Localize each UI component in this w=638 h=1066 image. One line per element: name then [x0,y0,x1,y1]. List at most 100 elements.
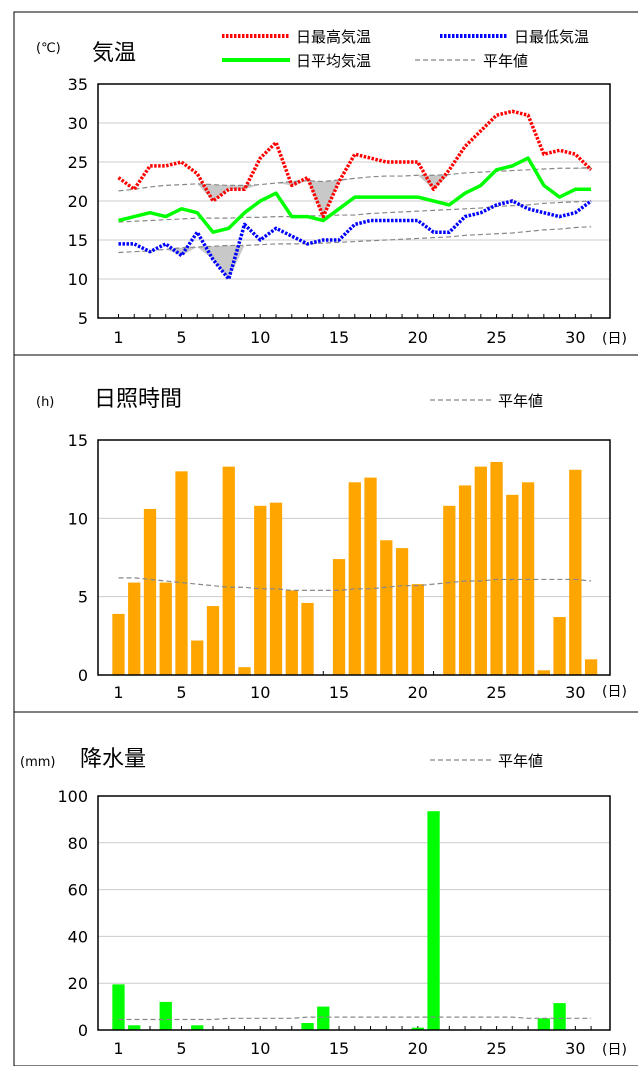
bar [569,469,582,675]
series-line-2 [118,199,593,281]
normal-line [118,226,592,254]
bar [411,584,424,675]
bar [364,477,377,675]
bar [521,482,535,675]
legend-label: 日最高気温 [296,28,371,46]
y-tick-label: 15 [68,431,88,450]
bar [380,540,393,675]
legend-label: 日最低気温 [514,28,589,46]
bar [175,471,188,675]
x-tick-label: 1 [113,1039,123,1058]
x-unit-label: (日) [602,331,627,347]
x-tick-label: 1 [113,328,123,347]
x-tick-label: 5 [176,1039,186,1058]
y-tick-label: 25 [68,153,88,172]
x-tick-label: 30 [565,328,585,347]
series-line-1 [117,109,593,219]
normal-line [118,577,592,592]
x-tick-label: 25 [486,683,506,702]
legend-label: 平年値 [498,392,543,410]
x-tick-label: 25 [486,1039,506,1058]
bar [128,1025,141,1030]
x-tick-label: 5 [176,683,186,702]
bar [537,670,550,675]
unit-label: (℃) [36,41,61,56]
chart-title: 気温 [92,41,136,66]
bar [537,1018,550,1030]
x-unit-label: (日) [602,1042,627,1058]
plot-frame [97,795,611,1031]
y-tick-label: 0 [78,1021,88,1040]
legend-label: 日平均気温 [296,52,371,70]
bar [254,505,267,675]
y-tick-label: 100 [57,787,88,806]
unit-label: (mm) [20,755,55,770]
y-tick-label: 80 [68,834,88,853]
legend-label: 平年値 [498,752,543,770]
bar [301,602,314,675]
bar [159,582,172,675]
bar [112,613,125,675]
bar [112,984,125,1030]
x-tick-label: 30 [565,1039,585,1058]
bar [191,1025,204,1030]
bar [238,667,251,675]
y-tick-label: 15 [68,231,88,250]
y-tick-label: 60 [68,881,88,900]
bar [301,1022,314,1030]
chart-title: 降水量 [80,747,146,772]
bar [427,811,440,1030]
bar [317,1006,330,1030]
bar [206,606,220,675]
bar [553,1003,566,1030]
x-unit-label: (日) [602,684,627,700]
x-tick-label: 15 [329,683,349,702]
panel-frame [13,711,638,1066]
bar [506,494,519,675]
y-tick-label: 35 [68,75,88,94]
legend-label: 平年値 [483,52,528,70]
normal-line [118,166,592,192]
bar [584,659,598,675]
unit-label: (h) [36,395,54,410]
bar [191,640,204,675]
bar [395,548,409,675]
plot-frame [97,83,611,319]
bar [332,559,346,675]
normal-line [118,200,592,223]
bar [143,508,157,675]
bar [285,590,298,675]
bar [443,505,456,675]
x-tick-label: 15 [329,1039,349,1058]
x-tick-label: 10 [250,1039,270,1058]
y-tick-label: 0 [78,666,88,685]
plot-frame [97,439,611,676]
bar [222,466,235,675]
x-tick-label: 20 [408,328,428,347]
bar [128,582,141,675]
bar [269,502,283,675]
x-tick-label: 20 [408,1039,428,1058]
bar [159,1001,172,1030]
bar [411,1027,424,1030]
bar [474,466,487,675]
y-tick-label: 40 [68,927,88,946]
y-tick-label: 10 [68,270,88,289]
y-tick-label: 5 [78,588,88,607]
bar [348,482,361,675]
normal-line [118,1016,592,1021]
y-tick-label: 5 [78,309,88,328]
bar [490,461,503,675]
series-line-3 [118,156,592,234]
x-tick-label: 5 [176,328,186,347]
chart-title: 日照時間 [94,387,182,412]
x-tick-label: 25 [486,328,506,347]
x-tick-label: 1 [113,683,123,702]
x-tick-label: 10 [250,683,270,702]
x-tick-label: 15 [329,328,349,347]
y-tick-label: 20 [68,974,88,993]
